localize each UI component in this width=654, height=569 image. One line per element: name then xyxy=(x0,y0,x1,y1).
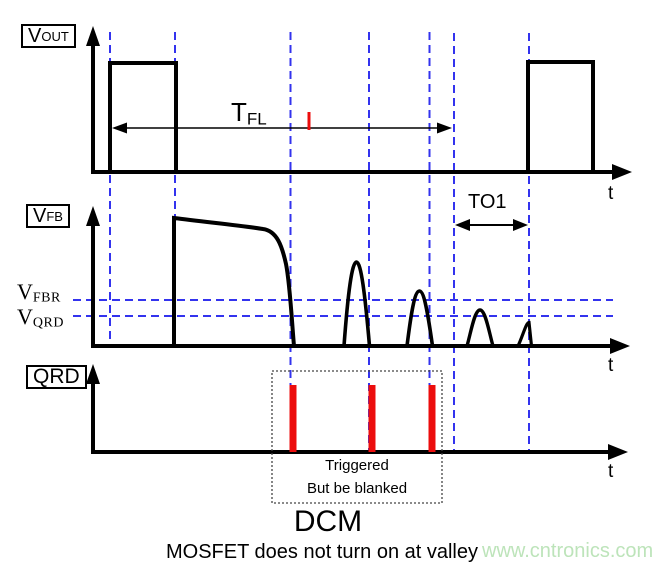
to1-time-label: TO1 xyxy=(468,191,507,213)
vout-pulse-1 xyxy=(108,61,178,172)
figure-caption: MOSFET does not turn on at valley xyxy=(166,541,479,563)
triggered-note: Triggered xyxy=(325,457,389,474)
vqrd-threshold-label: VQRD xyxy=(17,306,64,335)
blanked-note: But be blanked xyxy=(306,480,408,497)
threshold-lines xyxy=(73,299,613,317)
vqrd-label-sub: QRD xyxy=(32,315,64,331)
vout-t-axis-label: t xyxy=(608,183,614,204)
qrd-pulses xyxy=(289,385,436,452)
vfb-t-axis-label: t xyxy=(608,355,614,376)
qrd-y-arrowhead xyxy=(86,364,100,384)
vout-signal-label: V OUT xyxy=(21,24,76,48)
vfb-y-arrowhead xyxy=(86,206,100,226)
vfbr-label-sub: FBR xyxy=(32,290,61,306)
to1-arrow xyxy=(455,219,528,231)
vfb-signal-label: V FB xyxy=(26,204,70,228)
vfbr-label-main: V xyxy=(17,279,33,304)
vout-label-main: V xyxy=(28,25,42,47)
dcm-mode-title: DCM xyxy=(293,505,363,538)
vout-x-arrowhead xyxy=(612,164,632,180)
vout-y-arrowhead xyxy=(86,26,100,46)
vfb-ring-hump-2 xyxy=(405,289,435,347)
tfl-arrowhead-right xyxy=(437,122,452,134)
axes xyxy=(86,26,632,460)
vout-waveform xyxy=(108,60,595,172)
tfl-time-label: TFL xyxy=(231,97,267,130)
tfl-label-main: T xyxy=(231,97,247,127)
vfb-ring-hump-3 xyxy=(465,308,495,347)
blanked-region-box xyxy=(271,370,443,504)
vfb-x-arrowhead xyxy=(610,338,630,354)
qrd-pulse-1 xyxy=(289,385,297,452)
vfbr-threshold-label: VFBR xyxy=(17,281,61,310)
qrd-label-text: QRD xyxy=(33,365,80,388)
qrd-signal-label: QRD xyxy=(26,365,87,389)
vfb-waveform xyxy=(172,215,534,347)
vfb-ring-hump-4 xyxy=(516,320,534,347)
qrd-x-arrowhead xyxy=(608,444,628,460)
to1-arrowhead-left xyxy=(455,219,470,231)
watermark-text: www.cntronics.com xyxy=(482,540,654,562)
qrd-pulse-2 xyxy=(368,385,376,452)
qrd-pulse-3 xyxy=(428,385,436,452)
vqrd-label-main: V xyxy=(17,304,33,329)
vfb-flyback-plateau xyxy=(172,215,296,347)
tfl-arrowhead-left xyxy=(112,122,127,134)
vout-label-sub: OUT xyxy=(41,28,69,44)
vout-pulse-2 xyxy=(526,60,595,172)
qrd-t-axis-label: t xyxy=(608,461,614,482)
vfb-label-main: V xyxy=(33,205,47,227)
tfl-label-sub: FL xyxy=(246,109,267,129)
to1-arrowhead-right xyxy=(513,219,528,231)
vfb-ring-hump-1 xyxy=(342,260,372,347)
tfl-arrow xyxy=(112,112,452,134)
vfb-label-sub: FB xyxy=(46,208,63,224)
